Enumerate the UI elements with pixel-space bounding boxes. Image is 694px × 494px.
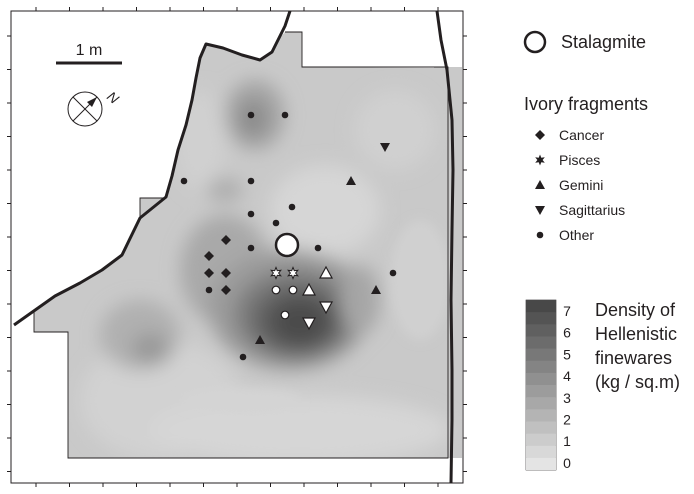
fragment-marker	[314, 244, 322, 252]
density-band	[526, 312, 556, 325]
legend-pisces-icon	[535, 154, 545, 166]
fragment-marker	[272, 219, 280, 227]
density-band	[526, 372, 556, 385]
density-tick-label: 6	[563, 325, 571, 341]
density-band	[526, 421, 556, 434]
legend-sagittarius-label: Sagittarius	[559, 202, 625, 218]
fragment-marker	[389, 269, 397, 277]
legend-gemini-icon	[535, 180, 545, 189]
frame-ticks	[7, 7, 467, 487]
density-band	[526, 457, 556, 470]
fragment-marker	[221, 285, 231, 295]
density-title: Density of Hellenistic finewares (kg / sq.m…	[595, 300, 680, 392]
density-tick-label: 3	[563, 390, 571, 406]
fragment-marker	[204, 251, 214, 261]
legend-other-icon	[536, 231, 544, 239]
legend: Stalagmite Ivory fragments Cancer Pisces G…	[523, 30, 648, 243]
ivory-fragment-markers	[180, 111, 397, 361]
legend-gemini-label: Gemini	[559, 177, 603, 193]
density-title-line: Density of	[595, 300, 676, 320]
fragment-marker	[180, 177, 188, 185]
legend-cancer-label: Cancer	[559, 127, 604, 143]
density-tick-label: 2	[563, 412, 571, 428]
density-tick-label: 4	[563, 368, 571, 384]
scale-bar: 1 m	[56, 42, 122, 65]
stalagmite-marker	[274, 232, 300, 258]
density-band	[526, 324, 556, 337]
density-tick-label: 7	[563, 303, 571, 319]
legend-other-label: Other	[559, 227, 594, 243]
density-band	[526, 300, 556, 313]
fragment-marker	[247, 177, 255, 185]
density-tick-label: 5	[563, 346, 571, 362]
fragment-marker	[221, 268, 231, 278]
density-tick-label: 0	[563, 455, 571, 471]
fragment-marker	[301, 317, 317, 331]
fragment-marker	[221, 235, 231, 245]
fragment-marker	[247, 244, 255, 252]
scale-bar-label: 1 m	[76, 42, 103, 59]
fragment-marker	[280, 310, 290, 320]
fragment-marker	[371, 285, 381, 294]
fragment-marker	[271, 285, 281, 295]
fragment-marker	[205, 286, 213, 294]
density-title-line: (kg / sq.m)	[595, 372, 680, 392]
fragment-marker	[239, 353, 247, 361]
legend-stalagmite-label: Stalagmite	[561, 32, 646, 52]
density-bands	[526, 300, 556, 470]
legend-pisces-label: Pisces	[559, 152, 600, 168]
cave-wall	[13, 10, 292, 327]
fragment-marker	[247, 210, 255, 218]
fragment-marker	[255, 335, 265, 344]
density-band	[526, 445, 556, 458]
density-scale: 7 6 5 4 3 2 1 0 Density of Hellenistic finewares (…	[525, 299, 680, 471]
legend-stalagmite-icon	[523, 30, 547, 54]
legend-sagittarius-icon	[535, 206, 545, 215]
fragment-marker	[380, 143, 390, 152]
fragment-marker	[288, 203, 296, 211]
legend-fragments-title: Ivory fragments	[524, 94, 648, 114]
fragment-marker	[288, 285, 298, 295]
density-band	[526, 336, 556, 349]
fragment-marker	[281, 111, 289, 119]
fragment-marker	[318, 301, 334, 315]
density-surface	[34, 32, 462, 458]
density-band	[526, 360, 556, 373]
legend-symbol-list: Cancer Pisces Gemini Sagittarius Other	[535, 127, 625, 243]
density-tick-labels: 7 6 5 4 3 2 1 0	[563, 303, 571, 471]
density-band	[526, 433, 556, 446]
excavation-boundary	[33, 31, 449, 459]
density-tick-label: 1	[563, 433, 571, 449]
density-title-line: finewares	[595, 348, 672, 368]
fragment-marker	[270, 266, 282, 280]
density-band	[526, 385, 556, 398]
fragment-marker	[318, 265, 334, 279]
density-band	[526, 409, 556, 422]
density-band	[526, 397, 556, 410]
fragment-marker	[204, 268, 214, 278]
cave-wall-right	[435, 10, 455, 484]
fragment-marker	[301, 282, 317, 296]
density-band	[526, 348, 556, 361]
fragment-marker	[287, 266, 299, 280]
legend-cancer-icon	[535, 130, 545, 140]
density-title-line: Hellenistic	[595, 324, 677, 344]
fragment-marker	[247, 111, 255, 119]
fragment-marker	[346, 176, 356, 185]
